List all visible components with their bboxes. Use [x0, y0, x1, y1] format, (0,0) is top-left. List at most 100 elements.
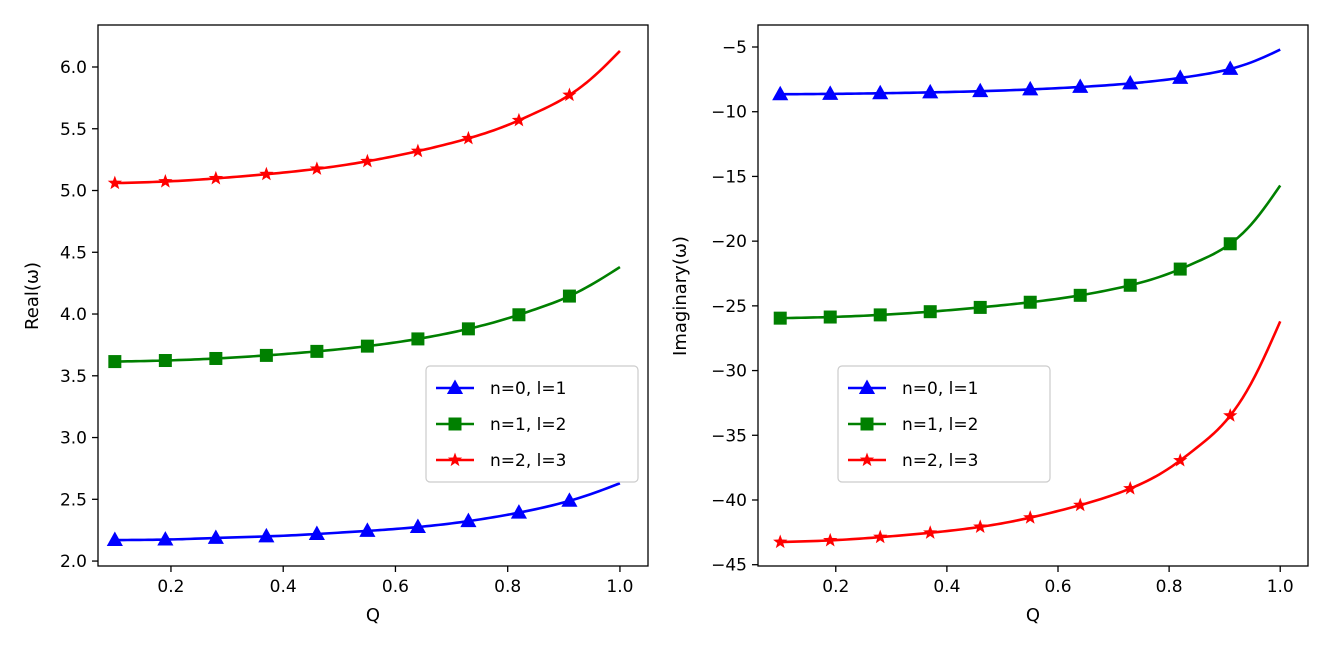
left-y-tick-label: 2.0	[60, 552, 87, 572]
right-series-1-marker	[1223, 237, 1237, 251]
left-series-1-marker	[360, 339, 374, 353]
right-series-2-marker	[1173, 452, 1188, 467]
right-series-0-marker	[822, 85, 839, 100]
right-y-tick-label: −15	[711, 167, 747, 187]
right-y-tick-label: −35	[711, 426, 747, 446]
left-series-2-marker	[158, 174, 173, 188]
left-x-tick-label: 0.2	[157, 577, 184, 597]
right-legend-label-1: n=1, l=2	[902, 415, 978, 435]
right-y-tick-label: −40	[711, 491, 747, 511]
left-legend-label-1: n=1, l=2	[490, 415, 566, 435]
left-legend: n=0, l=1 n=1, l=2 n=2, l=3	[425, 365, 639, 483]
right-series-1-marker	[1073, 288, 1087, 302]
right-series-1-marker	[773, 311, 787, 325]
right-series-0-marker	[872, 84, 889, 100]
right-legend-box	[837, 365, 1051, 483]
left-series-2-marker	[562, 87, 577, 102]
right-legend-marker-1	[860, 417, 874, 431]
right-ticks: 0.2 0.4 0.6 0.8 1.0 −45 −40 −35 −30 −25 −20 −15 −10 −…	[711, 38, 1294, 597]
left-legend-marker-2	[447, 452, 463, 467]
right-x-tick-label: 0.8	[1156, 577, 1183, 597]
right-legend: n=0, l=1 n=1, l=2 n=2, l=3	[837, 365, 1051, 483]
left-series-2-marker	[208, 170, 223, 185]
right-series-1-marker	[823, 310, 837, 324]
right-y-tick-label: −5	[722, 38, 747, 58]
left-series-1-marker	[461, 322, 475, 336]
right-series-0-marker	[972, 82, 989, 98]
left-y-tick-label: 5.0	[60, 182, 87, 202]
right-x-tick-label: 0.4	[933, 577, 960, 597]
right-x-axis-label: Q	[1026, 605, 1040, 626]
left-series-2-marker	[360, 153, 375, 168]
right-y-tick-label: −30	[711, 362, 747, 382]
left-series-1-marker	[310, 344, 324, 358]
left-chart-panel: 0.2 0.4 0.6 0.8 1.0 2.0 2.5 3.0 3.5 4.0 4.5 5.0 5.5 6…	[22, 24, 649, 626]
right-series-0-marker	[772, 85, 789, 101]
left-legend-label-0: n=0, l=1	[490, 379, 566, 399]
left-series-2-marker	[461, 130, 476, 145]
left-y-tick-label: 2.5	[60, 490, 87, 510]
right-series-2-marker	[823, 532, 838, 547]
left-ticks: 0.2 0.4 0.6 0.8 1.0 2.0 2.5 3.0 3.5 4.0 4.5 5.0 5.5 6…	[60, 58, 634, 597]
right-y-tick-label: −45	[711, 556, 747, 576]
left-series-2-marker	[410, 143, 426, 158]
right-legend-marker-2	[859, 452, 875, 467]
left-plot-area	[106, 50, 621, 547]
left-x-tick-label: 1.0	[606, 577, 633, 597]
left-y-axis-label: Real(ω)	[22, 262, 43, 330]
left-series-0-marker	[561, 492, 578, 507]
right-series-1-marker	[1023, 295, 1037, 309]
left-y-tick-label: 3.0	[60, 429, 87, 449]
right-series-2-marker	[923, 525, 938, 539]
right-legend-label-0: n=0, l=1	[902, 379, 978, 399]
left-legend-box	[425, 365, 639, 483]
right-series-2-marker	[1023, 510, 1038, 524]
right-y-tick-label: −10	[711, 103, 747, 123]
left-legend-label-2: n=2, l=3	[490, 451, 566, 471]
right-series-1-marker	[923, 305, 937, 319]
right-y-tick-label: −25	[711, 297, 747, 317]
left-series-1-marker	[562, 289, 576, 303]
right-series-2-marker	[773, 534, 788, 549]
left-series-1-marker	[209, 351, 223, 365]
left-series-2-marker	[309, 161, 325, 175]
right-y-tick-label: −20	[711, 232, 747, 252]
left-y-tick-label: 5.5	[60, 120, 87, 140]
left-series-1-marker	[512, 308, 526, 322]
left-series-0-marker	[308, 525, 325, 540]
right-y-axis-label: Imaginary(ω)	[670, 236, 691, 356]
right-series-0-marker	[1172, 69, 1189, 84]
left-series-0-marker	[106, 531, 123, 547]
left-series-1-marker	[411, 332, 425, 346]
right-series-2-marker	[973, 519, 988, 533]
left-y-tick-label: 4.0	[60, 305, 87, 325]
right-series-2-marker	[1223, 408, 1238, 422]
left-x-tick-label: 0.8	[494, 577, 521, 597]
right-x-tick-label: 0.2	[822, 577, 849, 597]
left-series-0-marker	[359, 522, 376, 537]
right-chart-panel: 0.2 0.4 0.6 0.8 1.0 −45 −40 −35 −30 −25 −20 −15 −10 −…	[670, 24, 1309, 626]
left-series-1-marker	[259, 348, 273, 362]
right-x-tick-label: 0.6	[1044, 577, 1071, 597]
right-series-1-marker	[1123, 278, 1137, 292]
left-series-0-marker	[207, 529, 224, 544]
left-series-1-marker	[108, 355, 122, 369]
right-series-0-marker	[1072, 78, 1089, 93]
right-series-2-marker	[873, 529, 888, 544]
left-series-0-marker	[460, 512, 477, 528]
left-series-2-marker	[511, 112, 527, 127]
left-series-2-marker	[259, 166, 274, 181]
right-series-0-marker	[1222, 60, 1239, 75]
right-series-1-marker	[973, 300, 987, 314]
left-y-tick-label: 4.5	[60, 243, 87, 263]
right-axes-frame	[757, 24, 1309, 567]
left-series-0-marker	[258, 527, 275, 543]
right-series-2-marker	[1073, 497, 1088, 512]
left-series-0-marker	[409, 518, 426, 533]
right-x-tick-label: 1.0	[1267, 577, 1294, 597]
left-x-tick-label: 0.6	[382, 577, 409, 597]
left-y-tick-label: 3.5	[60, 367, 87, 387]
left-x-tick-label: 0.4	[270, 577, 297, 597]
left-legend-marker-1	[448, 417, 462, 431]
